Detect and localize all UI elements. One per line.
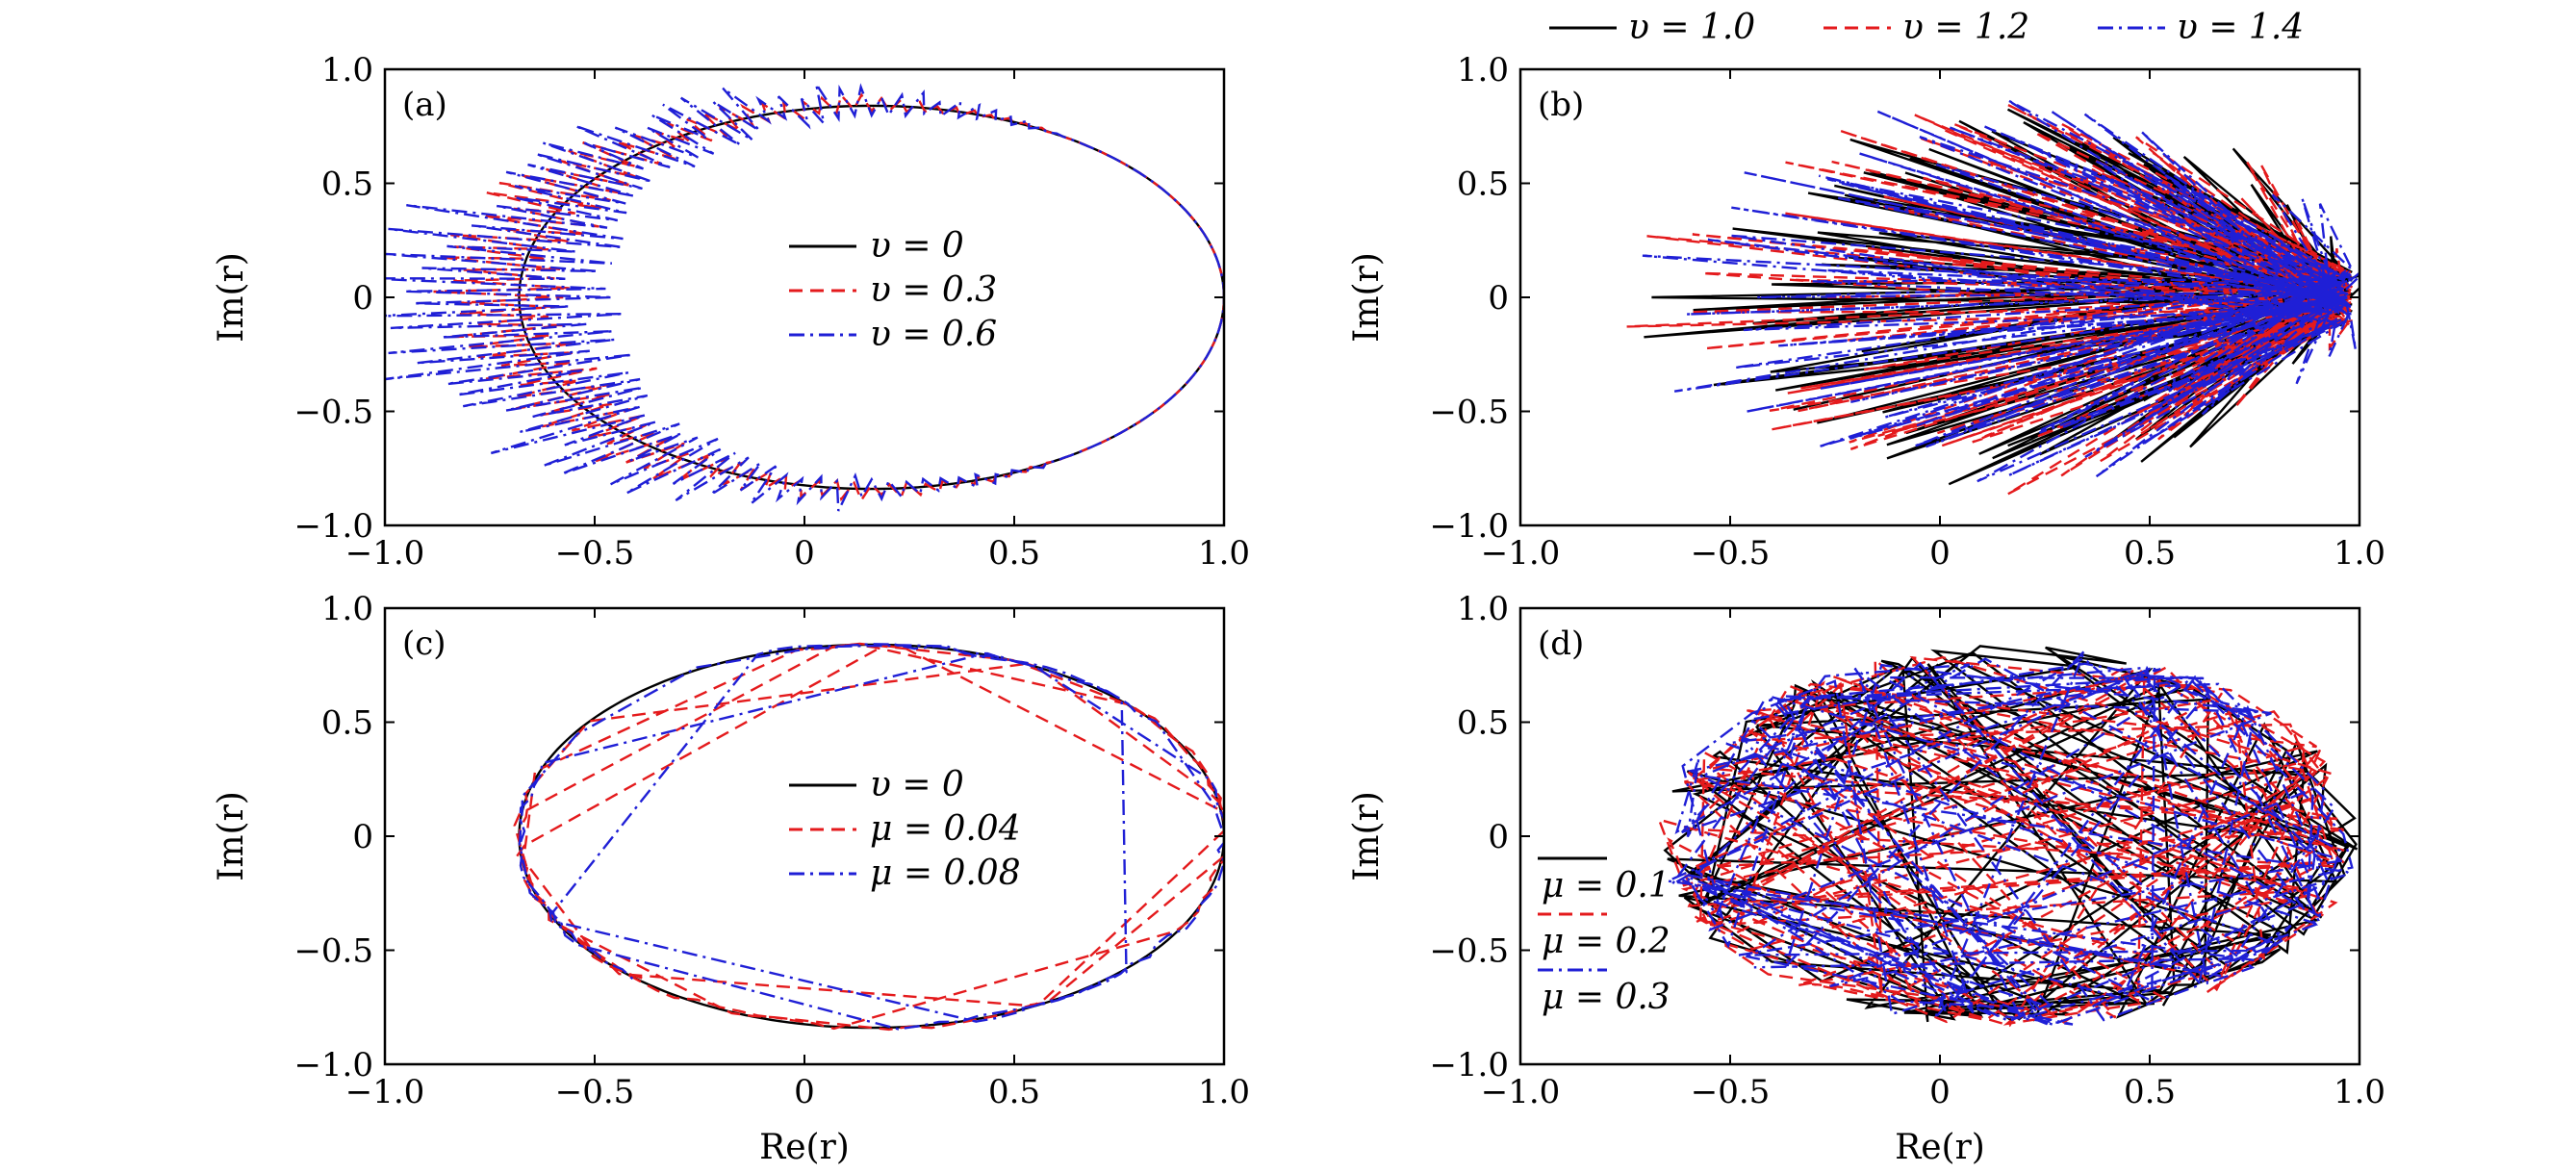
y-tick-label: 0.5 <box>321 704 373 743</box>
panel-c-frame <box>383 606 1226 1066</box>
series-line <box>1642 99 2359 483</box>
x-tick-label: 1.0 <box>1198 534 1250 573</box>
panel-c-legend: υ = 0 μ = 0.04 μ = 0.08 <box>789 765 1021 893</box>
x-tick-label: 0.5 <box>988 1073 1040 1111</box>
x-tick-label: 0.5 <box>988 534 1040 573</box>
panel-d-label: (d) <box>1538 625 1584 663</box>
y-tick-label: 1.0 <box>321 51 373 89</box>
y-tick-label: 1.0 <box>1457 590 1509 628</box>
legend-label: υ = 0 <box>870 226 964 266</box>
panel-d-legend: μ = 0.1 μ = 0.2 μ = 0.3 <box>1538 856 1671 1017</box>
x-tick-label: −0.5 <box>1691 1073 1771 1111</box>
panel-a-ylabel: Im(r) <box>212 252 251 343</box>
x-tick-label: 0.5 <box>2124 534 2176 573</box>
panel-a-plot-area <box>385 83 1224 512</box>
panel-c-ylabel: Im(r) <box>212 791 251 881</box>
legend-label: υ = 0.6 <box>870 315 997 354</box>
x-tick-label: 0 <box>794 1073 815 1111</box>
y-tick-label: −1.0 <box>1429 1046 1509 1084</box>
x-tick-label: 1.0 <box>2334 1073 2385 1111</box>
x-tick-label: 1.0 <box>1198 1073 1250 1111</box>
legend-label: υ = 0 <box>870 765 964 804</box>
legend-label: μ = 0.04 <box>870 809 1021 849</box>
y-tick-label: 0 <box>1488 279 1509 318</box>
y-tick-label: −1.0 <box>293 1046 373 1084</box>
y-tick-label: 0 <box>352 818 373 856</box>
legend-label: υ = 0.3 <box>870 270 997 310</box>
panel-a-label: (a) <box>402 86 447 124</box>
legend-label: μ = 0.3 <box>1542 978 1671 1017</box>
series-line <box>513 642 1224 1032</box>
panel-b-plot-area <box>1626 99 2359 496</box>
y-tick-label: −0.5 <box>1429 394 1509 432</box>
x-tick-label: 0 <box>1929 534 1951 573</box>
y-tick-label: 0.5 <box>321 166 373 204</box>
y-tick-label: 0 <box>352 279 373 318</box>
legend-label: μ = 0.1 <box>1542 866 1671 905</box>
x-tick-label: −1.0 <box>1481 1073 1561 1111</box>
panel-c-label: (c) <box>402 625 446 663</box>
y-tick-label: 1.0 <box>321 590 373 628</box>
x-tick-label: −1.0 <box>345 1073 425 1111</box>
x-tick-label: 1.0 <box>2334 534 2385 573</box>
panel-b-legend: υ = 1.0 υ = 1.2 υ = 1.4 <box>1549 8 2304 47</box>
panel-b-label: (b) <box>1538 86 1584 124</box>
series-line <box>518 643 1224 1031</box>
x-tick-label: −0.5 <box>555 534 635 573</box>
y-tick-label: 1.0 <box>1457 51 1509 89</box>
series-line <box>433 92 1224 503</box>
panel-a-ticks: −1.0 −0.5 0 0.5 1.0 1.0 0.5 0 −0.5 −1.0 <box>293 51 1250 573</box>
panel-c-plot-area <box>513 642 1224 1032</box>
legend-label: υ = 1.2 <box>1902 8 2029 47</box>
x-tick-label: −0.5 <box>1691 534 1771 573</box>
panel-a-legend: υ = 0υ = 0.3 υ = 0.6 <box>789 226 997 354</box>
panel-c-ticks: −1.0 −0.5 0 0.5 1.0 1.0 0.5 0 −0.5 −1.0 <box>293 590 1250 1111</box>
legend-label: μ = 0.08 <box>870 854 1021 893</box>
panel-d-ticks: −1.0 −0.5 0 0.5 1.0 1.0 0.5 0 −0.5 −1.0 <box>1429 590 2385 1111</box>
x-tick-label: 0.5 <box>2124 1073 2176 1111</box>
panel-d-xlabel: Re(r) <box>1895 1128 1985 1167</box>
y-tick-label: −0.5 <box>293 932 373 971</box>
x-tick-label: 0 <box>794 534 815 573</box>
legend-label: μ = 0.2 <box>1542 922 1671 961</box>
series-line <box>1657 655 2348 1028</box>
x-tick-label: −0.5 <box>555 1073 635 1111</box>
panel-b: (b) −1.0 −0.5 0 0.5 1.0 1.0 0.5 0 −0.5 −1.0 Im(r)… <box>1347 8 2385 573</box>
x-tick-label: −1.0 <box>345 534 425 573</box>
x-tick-label: −1.0 <box>1481 534 1561 573</box>
panel-d-plot-area <box>1657 645 2359 1028</box>
y-tick-label: 0.5 <box>1457 704 1509 743</box>
y-tick-label: −1.0 <box>1429 507 1509 546</box>
panel-a: (a) −1.0 −0.5 0 0.5 1.0 1.0 0.5 0 −0.5 −1.0 Im(r)… <box>212 51 1250 573</box>
panel-c-xlabel: Re(r) <box>759 1128 850 1167</box>
legend-label: υ = 1.0 <box>1628 8 1755 47</box>
panel-d-ylabel: Im(r) <box>1347 791 1387 881</box>
x-tick-label: 0 <box>1929 1073 1951 1111</box>
panel-a-frame <box>383 67 1226 527</box>
legend-label: υ = 1.4 <box>2177 8 2304 47</box>
series-line <box>1663 650 2354 1026</box>
y-tick-label: −0.5 <box>1429 932 1509 971</box>
y-tick-label: −1.0 <box>293 507 373 546</box>
y-tick-label: 0 <box>1488 818 1509 856</box>
panel-b-ylabel: Im(r) <box>1347 252 1387 343</box>
panel-c: (c) −1.0 −0.5 0 0.5 1.0 1.0 0.5 0 −0.5 −1.0 Im(r)… <box>212 590 1250 1167</box>
panel-b-ticks: −1.0 −0.5 0 0.5 1.0 1.0 0.5 0 −0.5 −1.0 <box>1429 51 2385 573</box>
series-line <box>1663 645 2359 1023</box>
y-tick-label: −0.5 <box>293 394 373 432</box>
panel-d: (d) −1.0 −0.5 0 0.5 1.0 1.0 0.5 0 −0.5 −1.0 Im(r)… <box>1347 590 2385 1167</box>
y-tick-label: 0.5 <box>1457 166 1509 204</box>
